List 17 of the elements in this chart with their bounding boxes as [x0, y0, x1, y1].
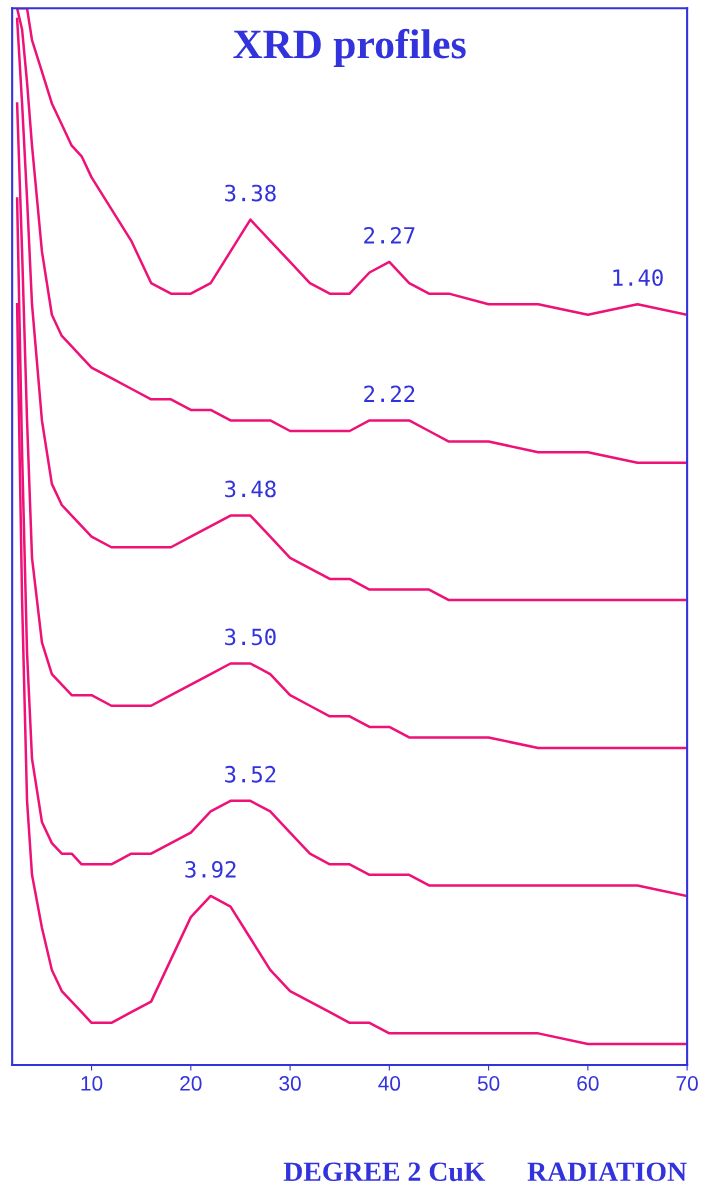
x-axis-title: DEGREE 2 CuK RADIATION [283, 1162, 687, 1182]
x-tick-label: 30 [279, 1076, 301, 1091]
annotation: 3.48 [225, 480, 276, 498]
annotation: 3.52 [225, 765, 276, 783]
annotation: 3.50 [225, 628, 276, 646]
chart-title: XRD profiles [233, 28, 466, 67]
annotation: 2.22 [364, 385, 415, 402]
x-tick-label: 50 [477, 1076, 500, 1091]
x-tick-label: 70 [676, 1076, 698, 1091]
x-tick-label: 40 [378, 1076, 401, 1091]
annotation: 1.40 [613, 269, 663, 287]
annotation: 3.92 [185, 860, 236, 878]
x-tick-label: 60 [577, 1076, 599, 1091]
x-tick-label: 10 [81, 1076, 103, 1091]
annotation: 2.27 [364, 226, 415, 244]
annotation: 3.38 [225, 184, 276, 202]
x-tick-label: 20 [180, 1076, 202, 1091]
